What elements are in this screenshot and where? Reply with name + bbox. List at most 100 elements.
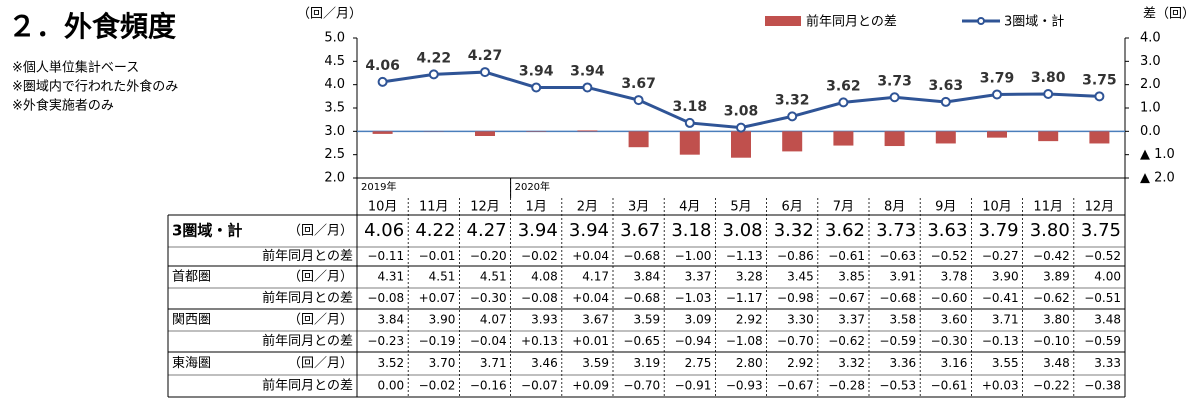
data-label: 3.73	[877, 73, 912, 89]
table-cell: −0.62	[1033, 291, 1070, 305]
column-header: 11月	[419, 200, 449, 215]
data-label: 3.80	[1031, 70, 1066, 86]
marker	[1043, 89, 1054, 99]
table-cell: −0.13	[982, 334, 1019, 348]
table-cell: 3.93	[531, 313, 558, 327]
data-label: 4.22	[417, 50, 452, 66]
table-cell: 3.58	[889, 313, 916, 327]
row-unit: （回／月）	[288, 313, 353, 328]
table-cell: −0.10	[1033, 334, 1070, 348]
table-cell: 4.31	[377, 270, 404, 284]
table-cell: 3.71	[992, 313, 1019, 327]
bar	[731, 131, 751, 158]
table-cell: 2.75	[685, 356, 712, 370]
note: ※圏域内で行われた外食のみ	[12, 79, 178, 95]
column-header: 1月	[526, 200, 547, 215]
column-header: 12月	[1085, 200, 1115, 215]
row-label: 東海圏	[172, 355, 211, 371]
table-cell: −0.52	[931, 249, 968, 263]
column-header: 11月	[1033, 200, 1063, 215]
bar	[372, 131, 393, 134]
table-cell: −0.01	[419, 249, 456, 263]
table-cell: −0.38	[1084, 379, 1121, 393]
row-label: 首都圏	[172, 270, 211, 285]
table-cell: 4.51	[429, 270, 456, 284]
table-cell: 3.70	[429, 356, 456, 370]
table-cell: −0.86	[777, 249, 814, 263]
table-cell: 4.22	[415, 220, 455, 241]
table-cell: −0.70	[777, 334, 814, 348]
table-cell: 3.59	[582, 356, 609, 370]
table-cell: 3.79	[979, 220, 1019, 241]
table-cell: 3.90	[429, 313, 456, 327]
column-header: 2月	[577, 200, 598, 215]
legend-swatch	[977, 17, 985, 25]
table-cell: 3.37	[838, 313, 865, 327]
table-cell: 3.28	[736, 270, 763, 284]
table-cell: −0.65	[623, 334, 660, 348]
marker	[838, 97, 849, 108]
table-cell: +0.03	[982, 379, 1019, 393]
table-cell: 4.51	[480, 270, 507, 284]
table-cell: −0.08	[367, 291, 404, 305]
table-cell: 3.67	[620, 220, 660, 241]
column-header: 10月	[982, 200, 1012, 215]
row-unit: （回／月）	[288, 224, 353, 239]
table-cell: 3.16	[941, 356, 968, 370]
table-cell: 3.84	[377, 313, 404, 327]
data-label: 3.32	[775, 92, 810, 108]
data-label: 3.08	[724, 104, 759, 120]
row-label: 前年同月との差	[262, 378, 353, 394]
data-label: 3.75	[1082, 72, 1117, 88]
table-cell: 3.89	[1043, 270, 1070, 284]
table-cell: 3.60	[941, 313, 968, 327]
data-label: 3.18	[673, 99, 708, 115]
table-cell: −0.11	[367, 249, 404, 263]
year-label: 2020年	[515, 180, 550, 193]
bar	[833, 131, 854, 146]
data-label: 4.27	[468, 48, 503, 64]
column-header: 9月	[935, 200, 956, 215]
y2-tick-label: 0.0	[1140, 124, 1161, 139]
table-cell: −0.04	[470, 334, 507, 348]
table-cell: −0.20	[470, 249, 507, 263]
data-label: 3.79	[980, 70, 1015, 86]
table-cell: 3.84	[633, 270, 660, 284]
bar	[782, 131, 803, 152]
y-tick-label: 4.0	[324, 77, 345, 92]
y-tick-label: 3.0	[324, 124, 345, 139]
table-cell: −0.59	[879, 334, 916, 348]
table-cell: 4.08	[531, 270, 558, 284]
table-cell: −0.28	[828, 379, 865, 393]
table-cell: 4.17	[582, 270, 609, 284]
table-cell: +0.04	[572, 291, 609, 305]
marker	[889, 92, 900, 103]
y-tick-label: 2.5	[324, 147, 345, 162]
table-cell: 4.06	[364, 220, 404, 241]
bar	[1038, 131, 1059, 142]
table-cell: −0.07	[521, 379, 558, 393]
row-unit: （回／月）	[288, 356, 353, 371]
data-label: 3.67	[621, 76, 656, 92]
table-cell: −1.03	[675, 291, 712, 305]
table-cell: 3.18	[671, 220, 711, 241]
table-cell: −0.59	[1084, 334, 1121, 348]
table-cell: +0.13	[521, 334, 558, 348]
marker	[1094, 91, 1105, 102]
table-cell: 3.78	[941, 270, 968, 284]
marker	[633, 95, 644, 106]
table-cell: −0.68	[879, 291, 916, 305]
table-cell: −1.17	[726, 291, 763, 305]
y2-tick-label: 1.0	[1140, 101, 1161, 116]
table-cell: 2.92	[736, 313, 763, 327]
table-cell: 3.80	[1043, 313, 1070, 327]
table-cell: −0.94	[675, 334, 712, 348]
row-label: 前年同月との差	[262, 290, 353, 306]
bar	[679, 131, 700, 155]
column-header: 12月	[470, 200, 500, 215]
bar	[577, 130, 598, 132]
table-cell: −0.42	[1033, 249, 1070, 263]
table-cell: 3.09	[685, 313, 712, 327]
table-cell: 3.48	[1094, 313, 1121, 327]
table-cell: −0.08	[521, 291, 558, 305]
